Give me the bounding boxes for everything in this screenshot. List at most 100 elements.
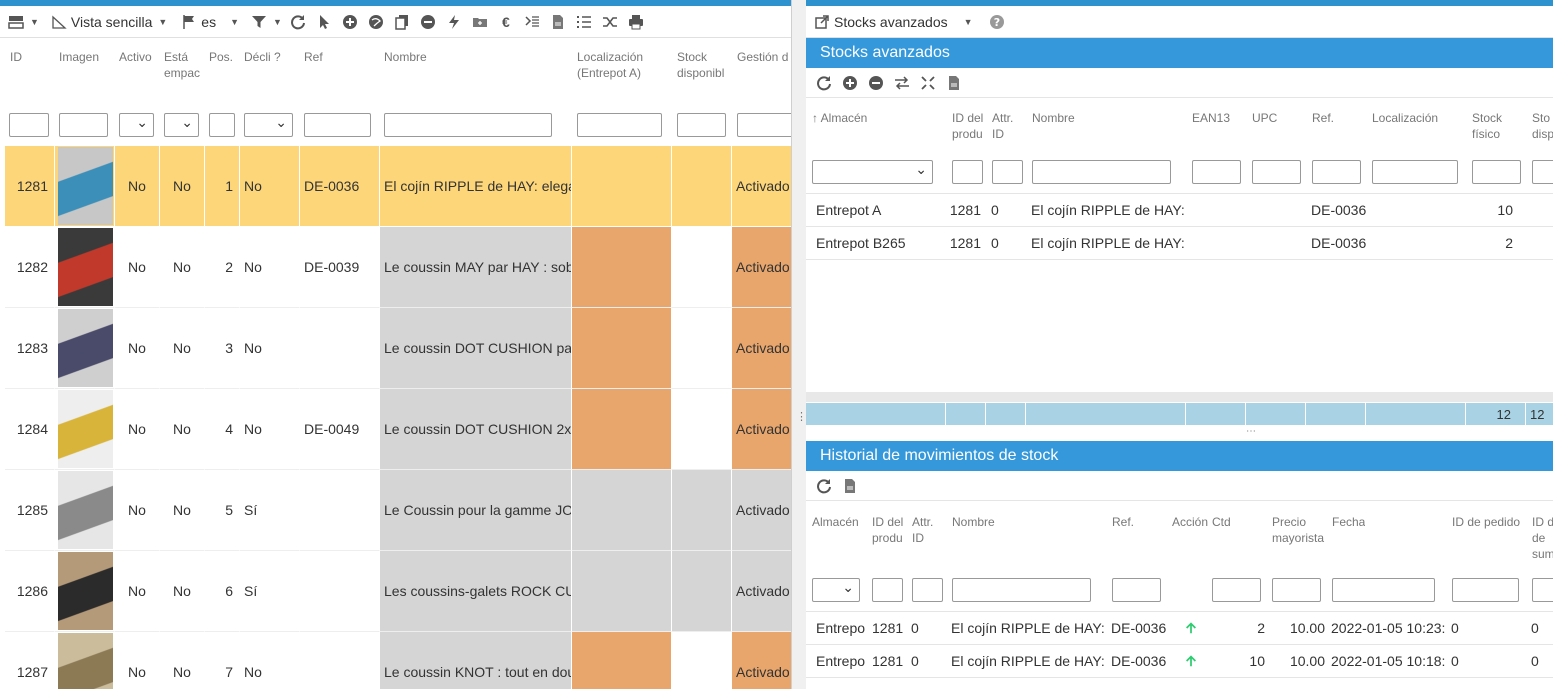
hist-filter-pedido[interactable] <box>1452 578 1519 602</box>
cell-id[interactable]: 1286 <box>5 551 55 632</box>
stocks-filter-loc[interactable] <box>1372 160 1458 184</box>
cell-activo[interactable]: No <box>115 470 160 551</box>
cell-gestion[interactable]: Activado <box>732 308 791 389</box>
hist-filter-nombre[interactable] <box>952 578 1091 602</box>
remove-icon[interactable] <box>418 10 438 34</box>
stocks-collapse-icon[interactable] <box>918 71 938 95</box>
cursor-icon[interactable] <box>314 10 334 34</box>
language-selector[interactable]: es ▼ <box>181 10 239 34</box>
filter-id-input[interactable] <box>9 113 49 137</box>
filter-gestion-input[interactable] <box>737 113 791 137</box>
table-row[interactable]: 1287 No No 7 No Le coussin KNOT : tout en dou… <box>0 632 791 689</box>
stocks-filter-attr[interactable] <box>992 160 1023 184</box>
hist-col-fecha[interactable]: Fecha <box>1332 515 1366 529</box>
cell-stock[interactable] <box>672 227 732 308</box>
cell-id[interactable]: 1285 <box>5 470 55 551</box>
historial-row[interactable]: Entrepo 1281 0 El cojín RIPPLE de HAY: DE-00… <box>806 612 1553 645</box>
filter-decli-select[interactable] <box>244 113 293 137</box>
cell-ref[interactable] <box>300 308 380 389</box>
cell-gestion[interactable]: Activado <box>732 389 791 470</box>
cell-localizacion[interactable] <box>572 227 672 308</box>
cell-pos[interactable]: 4 <box>205 389 240 470</box>
cell-pos[interactable]: 6 <box>205 551 240 632</box>
historial-refresh-icon[interactable] <box>814 474 834 498</box>
cell-stock[interactable] <box>672 308 732 389</box>
cell-ref[interactable] <box>300 470 380 551</box>
product-thumbnail[interactable] <box>58 309 113 387</box>
stocks-col-loc[interactable]: Localización <box>1372 111 1439 125</box>
col-header-esta[interactable]: Está empac <box>164 50 201 80</box>
hist-col-nombre[interactable]: Nombre <box>952 515 995 529</box>
hist-col-ctd[interactable]: Ctd <box>1212 515 1231 529</box>
filter-nombre-input[interactable] <box>384 113 552 137</box>
help-icon[interactable]: ? <box>987 10 1007 34</box>
hist-col-attr[interactable]: Attr. ID <box>912 515 934 545</box>
cell-decli[interactable]: No <box>240 227 300 308</box>
cell-pos[interactable]: 2 <box>205 227 240 308</box>
hist-col-idprod[interactable]: ID del produ <box>872 515 904 545</box>
stocks-filter-disp[interactable] <box>1532 160 1553 184</box>
cell-imagen[interactable] <box>55 389 115 470</box>
cell-decli[interactable]: No <box>240 389 300 470</box>
stocks-filter-ref[interactable] <box>1312 160 1361 184</box>
col-header-imagen[interactable]: Imagen <box>59 50 100 64</box>
cell-localizacion[interactable] <box>572 632 672 689</box>
cell-pos[interactable]: 7 <box>205 632 240 689</box>
hist-filter-precio[interactable] <box>1272 578 1321 602</box>
hist-col-pedido[interactable]: ID de pedido <box>1452 515 1521 529</box>
cell-imagen[interactable] <box>55 632 115 689</box>
filter-esta-select[interactable] <box>164 113 199 137</box>
cell-stock[interactable] <box>672 470 732 551</box>
cell-stock[interactable] <box>672 146 732 227</box>
cell-pos[interactable]: 1 <box>205 146 240 227</box>
horizontal-resize-handle[interactable]: ⋯ <box>1246 426 1256 437</box>
filter-activo-select[interactable] <box>119 113 154 137</box>
col-header-nombre[interactable]: Nombre <box>384 50 427 64</box>
historial-row[interactable]: Entrepo 1281 0 El cojín RIPPLE de HAY: DE-00… <box>806 645 1553 678</box>
hist-col-accion[interactable]: Acción <box>1172 515 1209 529</box>
stocks-col-upc[interactable]: UPC <box>1252 111 1278 125</box>
table-row[interactable]: 1283 No No 3 No Le coussin DOT CUSHION pa Acti… <box>0 308 791 389</box>
cell-decli[interactable]: Sí <box>240 551 300 632</box>
vertical-resize-handle[interactable]: ⋮ <box>796 411 807 423</box>
stocks-col-attr[interactable]: Attr. ID <box>992 111 1014 141</box>
col-header-decli[interactable]: Décli ? <box>244 50 281 64</box>
stocks-filter-nombre[interactable] <box>1032 160 1171 184</box>
cell-esta[interactable]: No <box>160 146 205 227</box>
cell-ref[interactable]: DE-0039 <box>300 227 380 308</box>
cell-decli[interactable]: No <box>240 632 300 689</box>
hist-filter-almacen[interactable] <box>812 578 860 602</box>
col-header-ref[interactable]: Ref <box>304 50 323 64</box>
cell-esta[interactable]: No <box>160 389 205 470</box>
cell-ref[interactable] <box>300 632 380 689</box>
cell-activo[interactable]: No <box>115 389 160 470</box>
cell-activo[interactable]: No <box>115 146 160 227</box>
product-thumbnail[interactable] <box>58 552 113 630</box>
cell-id[interactable]: 1281 <box>5 146 55 227</box>
col-header-activo[interactable]: Activo <box>119 50 152 64</box>
cell-gestion[interactable]: Activado <box>732 227 791 308</box>
cell-ref[interactable] <box>300 551 380 632</box>
globe-add-icon[interactable] <box>366 10 386 34</box>
cell-localizacion[interactable] <box>572 146 672 227</box>
hist-filter-ref[interactable] <box>1112 578 1161 602</box>
filter-imagen-input[interactable] <box>59 113 108 137</box>
cell-activo[interactable]: No <box>115 551 160 632</box>
stocks-refresh-icon[interactable] <box>814 71 834 95</box>
cell-id[interactable]: 1287 <box>5 632 55 689</box>
cell-stock[interactable] <box>672 632 732 689</box>
stocks-menu[interactable]: Stocks avanzados ▼ <box>814 10 973 34</box>
cell-gestion[interactable]: Activado <box>732 632 791 689</box>
stocks-col-idprod[interactable]: ID del produ <box>952 111 984 141</box>
cell-nombre[interactable]: Les coussins-galets ROCK CU <box>380 551 572 632</box>
cell-nombre[interactable]: Le Coussin pour la gamme JO <box>380 470 572 551</box>
cell-id[interactable]: 1283 <box>5 308 55 389</box>
stock-row[interactable]: Entrepot A 1281 0 El cojín RIPPLE de HAY: DE… <box>806 194 1553 227</box>
ordered-list-icon[interactable] <box>574 10 594 34</box>
cell-stock[interactable] <box>672 389 732 470</box>
stocks-col-fisico[interactable]: Stock físico <box>1472 111 1503 141</box>
stocks-filter-ean[interactable] <box>1192 160 1241 184</box>
cell-gestion[interactable]: Activado <box>732 470 791 551</box>
cell-decli[interactable]: Sí <box>240 470 300 551</box>
table-row[interactable]: 1284 No No 4 No DE-0049 Le coussin DOT CUSHION… <box>0 389 791 470</box>
